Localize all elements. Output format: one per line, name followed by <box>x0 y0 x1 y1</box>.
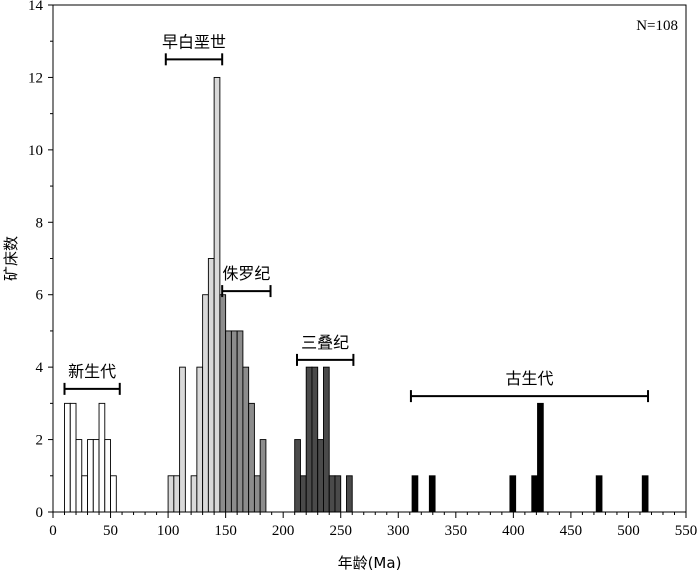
x-tick-label: 150 <box>214 523 237 539</box>
y-tick-label: 6 <box>36 288 44 304</box>
x-tick-label: 0 <box>49 523 57 539</box>
histogram-bar <box>230 330 238 513</box>
histogram-bar <box>595 475 603 513</box>
plot-frame <box>52 4 687 513</box>
histogram-bar <box>81 475 88 513</box>
histogram-bar <box>242 366 250 513</box>
x-tick-label: 550 <box>675 523 698 539</box>
histogram-bar <box>346 475 353 513</box>
histogram-bar <box>299 475 307 513</box>
y-tick-label: 12 <box>28 70 43 86</box>
x-tick-label: 450 <box>560 523 583 539</box>
histogram-bar <box>190 475 198 513</box>
histogram-bar <box>104 439 111 513</box>
x-tick-label: 100 <box>157 523 180 539</box>
x-tick-label: 400 <box>502 523 525 539</box>
x-tick-label: 500 <box>617 523 640 539</box>
x-tick-label: 250 <box>329 523 352 539</box>
histogram-bar <box>69 402 77 513</box>
histogram-bar <box>179 366 186 513</box>
period-label: 早白垩世 <box>162 32 226 51</box>
histogram-bar <box>202 294 209 513</box>
histogram-bar <box>167 475 175 513</box>
histogram-bar <box>110 475 117 513</box>
period-label: 新生代 <box>68 362 116 381</box>
histogram-bar <box>64 402 71 513</box>
histogram-bar <box>219 294 227 513</box>
histogram-bar <box>305 366 313 513</box>
x-tick-label: 50 <box>103 523 118 539</box>
histogram-bar <box>92 439 100 513</box>
histogram-bar <box>537 402 544 513</box>
histogram-bar <box>196 366 204 513</box>
histogram-bar <box>87 439 94 513</box>
histogram-bar <box>75 439 83 513</box>
histogram-bar <box>509 475 517 513</box>
histogram-bar <box>334 475 342 513</box>
histogram-bar <box>294 439 301 513</box>
period-label: 三叠纪 <box>301 333 349 352</box>
y-tick-label: 14 <box>28 0 44 14</box>
histogram-bar <box>311 366 319 513</box>
x-axis: 0 50 100 150 200 250 300 350 400 450 500 550 <box>49 512 697 539</box>
histogram-bar <box>173 475 181 513</box>
x-tick-label: 200 <box>272 523 295 539</box>
histogram-bar <box>98 402 106 513</box>
histogram-bar <box>236 330 244 513</box>
histogram-bar <box>641 475 649 513</box>
histogram-bar <box>317 439 324 513</box>
y-tick-label: 10 <box>28 143 43 159</box>
y-tick-label: 2 <box>36 433 44 449</box>
histogram-bar <box>253 475 261 513</box>
sample-count-label: N=108 <box>636 18 678 34</box>
histogram-bar <box>225 330 232 513</box>
histogram-bar <box>531 475 538 513</box>
y-tick-label: 8 <box>36 215 44 231</box>
y-tick-label: 4 <box>36 360 44 376</box>
histogram-bar <box>411 475 419 513</box>
y-axis: 0 2 4 6 8 10 12 14 <box>28 0 53 521</box>
histogram-bar <box>207 258 215 513</box>
y-tick-label: 0 <box>36 505 44 521</box>
histogram-bar <box>428 475 436 513</box>
x-axis-title: 年龄(Ma) <box>338 554 402 572</box>
period-label: 侏罗纪 <box>222 264 270 283</box>
y-axis-title: 矿床数 <box>2 236 20 281</box>
histogram-bar <box>248 402 255 513</box>
x-tick-label: 300 <box>387 523 410 539</box>
histogram-bars <box>64 76 649 513</box>
period-label: 古生代 <box>505 369 553 388</box>
histogram-bar <box>323 366 330 513</box>
histogram-bar <box>213 76 221 513</box>
x-tick-label: 350 <box>445 523 468 539</box>
histogram-bar <box>259 439 267 513</box>
histogram-bar <box>328 475 336 513</box>
